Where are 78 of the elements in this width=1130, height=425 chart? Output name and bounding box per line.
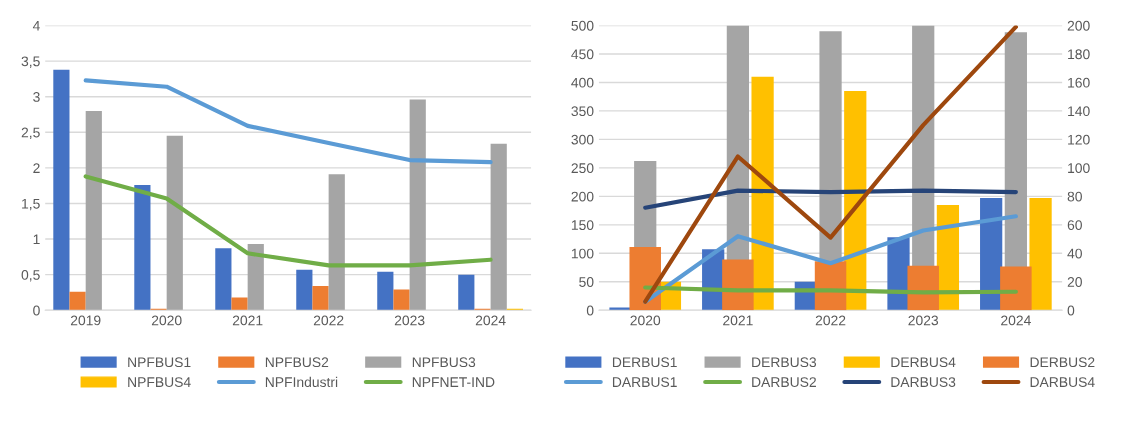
legend-label: NPFBUS2 [265,357,329,368]
y-tick-label: 300 [571,134,594,145]
x-tick-label: 2022 [815,315,846,326]
legend-label: DARBUS3 [891,377,956,388]
line-series [83,174,493,268]
bar [377,271,394,311]
y-tick-label: 0,5 [21,269,40,282]
y-tick-label: 1,5 [22,198,40,211]
y2-tick-label: 40 [1067,248,1082,259]
legend-label: NPFBUS3 [412,357,476,368]
y2-tick-label: 60 [1067,220,1082,230]
y2-tick-label: 100 [1068,163,1090,174]
bar [69,291,86,311]
legend-label: NPFBUS1 [128,357,191,368]
y2-tick-label: 20 [1067,277,1082,287]
legend-label: NPFBUS4 [128,377,191,388]
x-tick-label: 2024 [475,315,506,326]
x-tick-label: 2023 [908,315,939,326]
y-tick-label: 1 [33,234,40,245]
y-tick-label: 50 [579,277,594,287]
y-tick-label: 2,5 [21,127,40,140]
legend-label: NPFNET-IND [412,377,495,387]
y2-tick-label: 140 [1068,106,1090,117]
legend-label: DERBUS3 [752,357,817,368]
x-tick-label: 2023 [394,315,425,326]
x-tick-label: 2019 [70,315,101,326]
y2-tick-label: 80 [1067,191,1082,202]
bar [1029,198,1052,311]
bar [409,99,426,311]
bar [296,269,313,311]
legend-label: DERBUS4 [891,357,956,368]
legend-label: DARBUS1 [612,377,677,388]
x-tick-label: 2021 [723,315,753,326]
y-tick-label: 2 [33,163,40,173]
y-tick-label: 200 [571,191,594,202]
y-tick-label: 350 [571,106,594,117]
y-tick-label: 0 [33,305,40,316]
legend-label: NPFIndustri [265,376,338,388]
bar [907,265,939,311]
x-tick-label: 2020 [151,315,182,326]
y2-tick-label: 0 [1067,305,1075,316]
x-tick-label: 2021 [232,315,263,326]
y-tick-label: 4 [32,20,40,31]
legend-label: DARBUS4 [1030,377,1095,388]
bar [328,174,345,311]
bar [393,289,410,311]
bar [166,135,183,311]
y-tick-label: 150 [571,220,594,230]
bar [53,69,70,311]
line-series [643,25,1018,304]
line-series [83,78,493,165]
y-tick-label: 450 [571,49,594,60]
legend-label: DERBUS1 [612,357,677,368]
y-tick-label: 100 [571,248,594,259]
y2-tick-label: 160 [1068,77,1090,88]
y-tick-label: 3 [33,92,40,102]
bar [215,248,232,311]
y2-tick-label: 180 [1068,49,1090,60]
y-tick-label: 3,5 [21,56,40,68]
bar [490,143,507,311]
x-tick-label: 2020 [630,315,661,326]
bar [247,244,264,311]
bar [1000,266,1032,311]
bar [312,286,329,311]
y-tick-label: 250 [571,163,594,174]
y2-tick-label: 200 [1067,20,1090,31]
y-tick-label: 0 [586,305,594,316]
y-tick-label: 400 [571,77,594,88]
y-tick-label: 500 [571,20,594,31]
bar [458,274,475,311]
bar [231,297,248,311]
legend-label: DARBUS2 [752,377,816,388]
x-tick-label: 2024 [1001,315,1031,326]
bar [134,184,151,311]
bar [85,110,102,311]
legend-label: DERBUS2 [1030,357,1095,368]
x-tick-label: 2022 [313,315,344,326]
y2-tick-label: 120 [1068,134,1090,145]
